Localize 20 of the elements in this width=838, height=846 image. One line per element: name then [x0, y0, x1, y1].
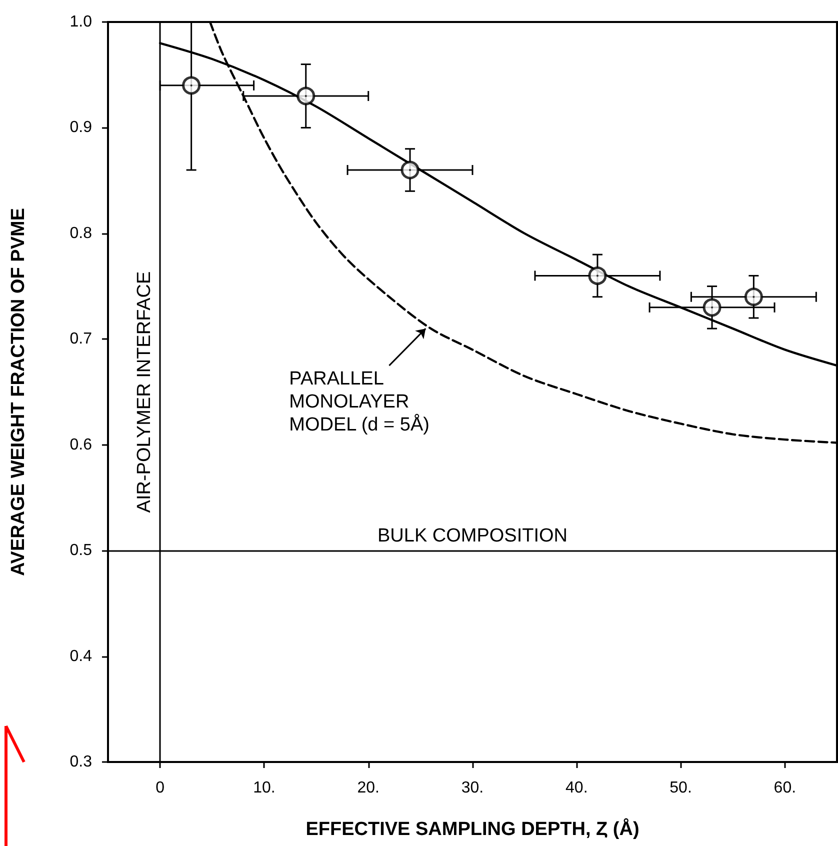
x-tick-label: 20.	[357, 780, 380, 796]
ref-line-label: AIR-POLYMER INTERFACE	[134, 271, 156, 513]
x-tick-label: 60.	[774, 780, 796, 796]
y-axis-title: AVERAGE WEIGHT FRACTION OF PVME	[8, 208, 29, 576]
x-tick-label: 0	[156, 780, 165, 796]
annotation: PARALLEL MONOLAYER MODEL (d = 5Å)	[289, 368, 430, 436]
y-tick-label: 0.6	[70, 436, 92, 454]
x-tick-label: 50.	[670, 780, 692, 796]
y-tick-label: 0.8	[70, 224, 92, 242]
x-tick-label: 10.	[253, 780, 276, 796]
ref-line-label: BULK COMPOSITION	[377, 526, 568, 547]
x-tick-label: 40.	[566, 780, 588, 796]
y-tick-label: 0.3	[70, 754, 92, 770]
y-tick-label: 0.4	[70, 648, 92, 665]
x-axis-title: EFFECTIVE SAMPLING DEPTH, Ȥ (Å)	[306, 818, 640, 840]
y-tick-label: 1.0	[70, 14, 92, 30]
y-tick-label: 0.5	[70, 542, 92, 560]
x-tick-label: 30.	[461, 780, 484, 796]
y-tick-label: 0.7	[70, 330, 92, 348]
y-tick-label: 0.9	[70, 119, 92, 136]
